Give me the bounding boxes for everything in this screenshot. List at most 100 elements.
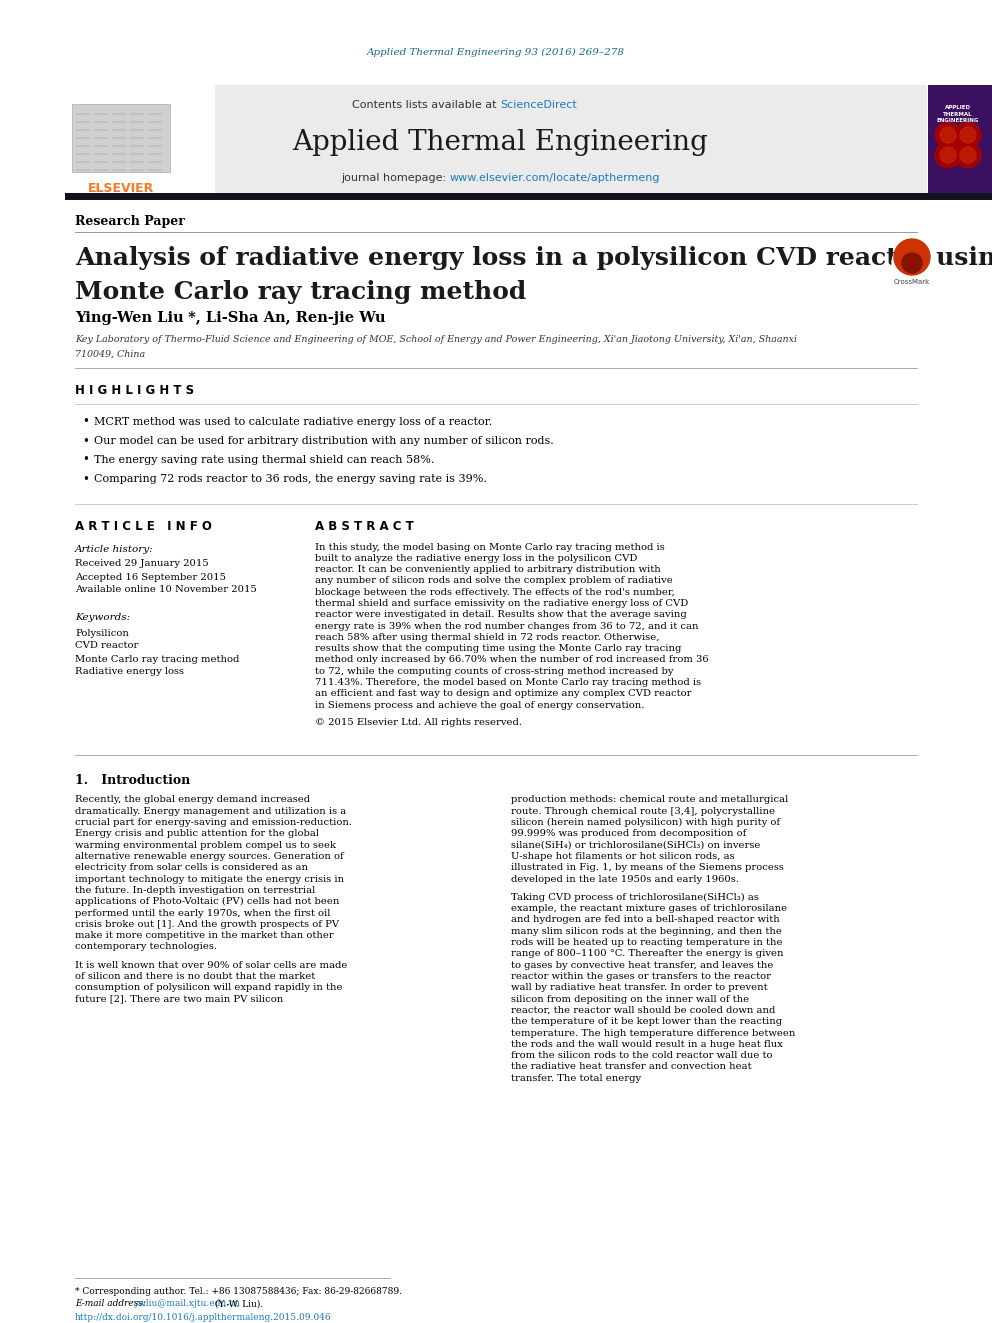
Text: www.elsevier.com/locate/apthermeng: www.elsevier.com/locate/apthermeng [450,173,661,183]
Text: any number of silicon rods and solve the complex problem of radiative: any number of silicon rods and solve the… [315,577,673,585]
Text: Radiative energy loss: Radiative energy loss [75,668,184,676]
Text: Analysis of radiative energy loss in a polysilicon CVD reactor using: Analysis of radiative energy loss in a p… [75,246,992,270]
Circle shape [940,127,956,143]
Text: journal homepage:: journal homepage: [341,173,450,183]
Text: wall by radiative heat transfer. In order to prevent: wall by radiative heat transfer. In orde… [511,983,768,992]
Text: 711.43%. Therefore, the model based on Monte Carlo ray tracing method is: 711.43%. Therefore, the model based on M… [315,679,701,687]
Text: MCRT method was used to calculate radiative energy loss of a reactor.: MCRT method was used to calculate radiat… [94,417,492,427]
Circle shape [892,243,932,283]
Text: crucial part for energy-saving and emission-reduction.: crucial part for energy-saving and emiss… [75,818,352,827]
Circle shape [935,142,961,168]
Bar [65,85,215,194]
Text: •: • [82,454,89,467]
Text: applications of Photo-Voltaic (PV) cells had not been: applications of Photo-Voltaic (PV) cells… [75,897,339,906]
Text: Monte Carlo ray tracing method: Monte Carlo ray tracing method [75,280,526,304]
Circle shape [960,127,976,143]
Text: developed in the late 1950s and early 1960s.: developed in the late 1950s and early 19… [511,875,739,884]
Text: silicon (herein named polysilicon) with high purity of: silicon (herein named polysilicon) with … [511,818,780,827]
Text: warming environmental problem compel us to seek: warming environmental problem compel us … [75,840,336,849]
Text: temperature. The high temperature difference between: temperature. The high temperature differ… [511,1028,796,1037]
Text: in Siemens process and achieve the goal of energy conservation.: in Siemens process and achieve the goal … [315,701,645,709]
Text: 99.999% was produced from decomposition of: 99.999% was produced from decomposition … [511,830,746,839]
Text: Research Paper: Research Paper [75,216,185,229]
Text: production methods: chemical route and metallurgical: production methods: chemical route and m… [511,795,789,804]
Text: from the silicon rods to the cold reactor wall due to: from the silicon rods to the cold reacto… [511,1050,773,1060]
Circle shape [894,239,930,275]
Circle shape [955,142,981,168]
Text: CrossMark: CrossMark [894,279,930,284]
Text: Received 29 January 2015: Received 29 January 2015 [75,560,208,569]
Text: and hydrogen are fed into a bell-shaped reactor with: and hydrogen are fed into a bell-shaped … [511,916,780,925]
Text: illustrated in Fig. 1, by means of the Siemens process: illustrated in Fig. 1, by means of the S… [511,864,784,872]
Circle shape [902,253,922,273]
Bar [65,193,992,200]
Text: contemporary technologies.: contemporary technologies. [75,942,217,951]
Text: http://dx.doi.org/10.1016/j.applthermaleng.2015.09.046: http://dx.doi.org/10.1016/j.applthermale… [75,1314,331,1323]
Text: method only increased by 66.70% when the number of rod increased from 36: method only increased by 66.70% when the… [315,655,708,664]
Text: results show that the computing time using the Monte Carlo ray tracing: results show that the computing time usi… [315,644,682,654]
Text: to 72, while the computing counts of cross-string method increased by: to 72, while the computing counts of cro… [315,667,674,676]
Text: APPLIED
THERMAL
ENGINEERING: APPLIED THERMAL ENGINEERING [936,105,979,123]
Text: Applied Thermal Engineering: Applied Thermal Engineering [292,130,708,156]
Text: CVD reactor: CVD reactor [75,642,138,651]
Text: * Corresponding author. Tel.: +86 13087588436; Fax: 86-29-82668789.: * Corresponding author. Tel.: +86 130875… [75,1286,402,1295]
Text: future [2]. There are two main PV silicon: future [2]. There are two main PV silico… [75,995,284,1004]
Bar [928,85,992,196]
Text: U-shape hot filaments or hot silicon rods, as: U-shape hot filaments or hot silicon rod… [511,852,735,861]
Text: Polysilicon: Polysilicon [75,628,129,638]
Text: built to analyze the radiative energy loss in the polysilicon CVD: built to analyze the radiative energy lo… [315,554,638,562]
Text: Ying-Wen Liu: Ying-Wen Liu [75,311,184,325]
Text: (Y.-W. Liu).: (Y.-W. Liu). [212,1299,263,1308]
Text: reactor, the reactor wall should be cooled down and: reactor, the reactor wall should be cool… [511,1005,776,1015]
Text: ywliu@mail.xjtu.edu.cn: ywliu@mail.xjtu.edu.cn [133,1299,240,1308]
Text: Comparing 72 rods reactor to 36 rods, the energy saving rate is 39%.: Comparing 72 rods reactor to 36 rods, th… [94,474,487,484]
Text: 1.   Introduction: 1. Introduction [75,774,190,786]
Text: the temperature of it be kept lower than the reacting: the temperature of it be kept lower than… [511,1017,782,1027]
Text: the rods and the wall would result in a huge heat flux: the rods and the wall would result in a … [511,1040,783,1049]
Circle shape [955,122,981,148]
Text: •: • [82,434,89,447]
Text: transfer. The total energy: transfer. The total energy [511,1074,641,1082]
Text: electricity from solar cells is considered as an: electricity from solar cells is consider… [75,864,308,872]
Text: route. Through chemical route [3,4], polycrystalline: route. Through chemical route [3,4], pol… [511,807,775,816]
Text: make it more competitive in the market than other: make it more competitive in the market t… [75,931,333,941]
Text: It is well known that over 90% of solar cells are made: It is well known that over 90% of solar … [75,960,347,970]
Text: Energy crisis and public attention for the global: Energy crisis and public attention for t… [75,830,319,839]
Text: ScienceDirect: ScienceDirect [500,101,576,110]
Text: •: • [82,415,89,429]
Text: Keywords:: Keywords: [75,614,130,623]
Text: © 2015 Elsevier Ltd. All rights reserved.: © 2015 Elsevier Ltd. All rights reserved… [315,718,522,728]
Text: thermal shield and surface emissivity on the radiative energy loss of CVD: thermal shield and surface emissivity on… [315,599,688,609]
Text: example, the reactant mixture gases of trichlorosilane: example, the reactant mixture gases of t… [511,904,787,913]
Text: range of 800–1100 °C. Thereafter the energy is given: range of 800–1100 °C. Thereafter the ene… [511,950,784,958]
Text: many slim silicon rods at the beginning, and then the: many slim silicon rods at the beginning,… [511,927,782,935]
Bar [72,105,170,172]
Text: the radiative heat transfer and convection heat: the radiative heat transfer and convecti… [511,1062,752,1072]
Text: •: • [82,472,89,486]
Text: blockage between the rods effectively. The effects of the rod's number,: blockage between the rods effectively. T… [315,587,675,597]
Text: silicon from depositing on the inner wall of the: silicon from depositing on the inner wal… [511,995,749,1004]
Circle shape [960,147,976,163]
Text: Monte Carlo ray tracing method: Monte Carlo ray tracing method [75,655,239,664]
Text: performed until the early 1970s, when the first oil: performed until the early 1970s, when th… [75,909,330,917]
Text: important technology to mitigate the energy crisis in: important technology to mitigate the ene… [75,875,344,884]
Text: energy rate is 39% when the rod number changes from 36 to 72, and it can: energy rate is 39% when the rod number c… [315,622,698,631]
Text: of silicon and there is no doubt that the market: of silicon and there is no doubt that th… [75,972,315,980]
Text: silane(SiH₄) or trichlorosilane(SiHCl₃) on inverse: silane(SiH₄) or trichlorosilane(SiHCl₃) … [511,840,761,849]
Text: Accepted 16 September 2015: Accepted 16 September 2015 [75,573,226,582]
Text: alternative renewable energy sources. Generation of: alternative renewable energy sources. Ge… [75,852,344,861]
Text: ELSEVIER: ELSEVIER [88,181,154,194]
Text: the future. In-depth investigation on terrestrial: the future. In-depth investigation on te… [75,886,315,894]
Circle shape [935,122,961,148]
Text: Taking CVD process of trichlorosilane(SiHCl₃) as: Taking CVD process of trichlorosilane(Si… [511,893,759,902]
Text: A R T I C L E   I N F O: A R T I C L E I N F O [75,520,212,533]
Text: E-mail address:: E-mail address: [75,1299,149,1308]
Bar [65,85,927,194]
Text: reach 58% after using thermal shield in 72 rods reactor. Otherwise,: reach 58% after using thermal shield in … [315,632,660,642]
Text: Our model can be used for arbitrary distribution with any number of silicon rods: Our model can be used for arbitrary dist… [94,437,554,446]
Text: crisis broke out [1]. And the growth prospects of PV: crisis broke out [1]. And the growth pro… [75,919,339,929]
Text: Applied Thermal Engineering 93 (2016) 269–278: Applied Thermal Engineering 93 (2016) 26… [367,48,625,57]
Text: 710049, China: 710049, China [75,349,145,359]
Text: an efficient and fast way to design and optimize any complex CVD reactor: an efficient and fast way to design and … [315,689,691,699]
Text: Available online 10 November 2015: Available online 10 November 2015 [75,586,257,594]
